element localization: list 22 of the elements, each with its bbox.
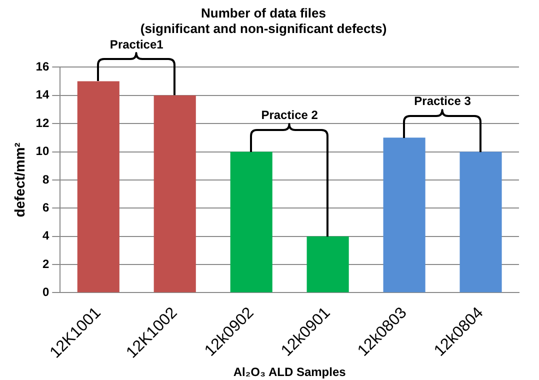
y-tick-label: 16	[36, 60, 50, 74]
annotation: Practice 3	[414, 94, 472, 108]
y-tick-label: 8	[42, 172, 50, 186]
y-tick-label: 4	[42, 228, 50, 243]
bar	[154, 95, 196, 292]
chart-subtitle: (significant and non-significant defects)	[140, 20, 387, 36]
text: Practice1	[110, 38, 164, 52]
y-tick-label: 10	[36, 144, 50, 158]
bar	[460, 152, 502, 292]
bar	[230, 152, 272, 292]
y-tick-label: 2	[42, 256, 50, 271]
y-tick-label: 6	[42, 200, 50, 214]
x-axis-title: Al₂O₃ ALD Samples	[233, 365, 346, 380]
bar	[383, 138, 426, 292]
annotation: Practice 2	[261, 108, 318, 122]
y-axis-title: defect/mm²	[11, 142, 28, 218]
y-tick-label: 12	[36, 116, 50, 130]
y-tick-label: 0	[42, 285, 50, 300]
chart-title: Number of data files	[201, 5, 326, 20]
y-tick-label: 14	[36, 88, 50, 102]
bar	[306, 236, 349, 292]
bar	[77, 81, 120, 292]
